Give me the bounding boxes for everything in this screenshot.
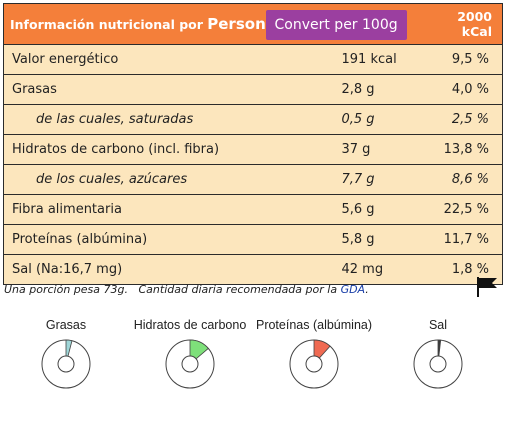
nutrient-row: Proteínas (albúmina) 5,8 g 11,7 % — [3, 224, 503, 255]
pie-svg — [413, 339, 463, 389]
nutrient-name: Fibra alimentaria — [3, 194, 334, 225]
portion-note: Una porción pesa 73g. — [4, 283, 128, 296]
pie-hole — [57, 355, 75, 373]
pie-hole — [181, 355, 199, 373]
flag-icon[interactable] — [476, 276, 500, 303]
pie-label: Sal — [428, 318, 448, 332]
nutrient-row: Fibra alimentaria 5,6 g 22,5 % — [3, 194, 503, 225]
nutrition-table: Información nutricional por Person Conve… — [3, 3, 503, 285]
nutrient-name: Sal (Na:16,7 mg) — [3, 254, 334, 285]
pie-hole — [305, 355, 323, 373]
pie-label: Grasas — [45, 318, 87, 332]
pie-chart: Grasas — [6, 318, 126, 390]
nutrient-percent: 9,5 % — [432, 44, 503, 75]
nutrient-amount: 7,7 g — [333, 164, 433, 195]
nutrient-row: Hidratos de carbono (incl. fibra) 37 g 13,… — [3, 134, 503, 165]
footnote-suffix: . — [365, 283, 369, 296]
nutrient-pie-charts: Grasas Hidratos de carbono Proteínas (albú… — [0, 318, 507, 418]
nutrient-percent: 8,6 % — [432, 164, 503, 195]
title-unit: Person — [207, 15, 266, 33]
nutrient-name: Hidratos de carbono (incl. fibra) — [3, 134, 334, 165]
pie-chart: Sal — [378, 318, 498, 390]
nutrient-row: Sal (Na:16,7 mg) 42 mg 1,8 % — [3, 254, 503, 285]
nutrient-amount: 191 kcal — [333, 44, 433, 75]
title-prefix: Información nutricional por — [10, 17, 208, 32]
nutrient-amount: 5,6 g — [333, 194, 433, 225]
nutrient-name: Proteínas (albúmina) — [3, 224, 334, 255]
nutrient-percent: 2,5 % — [432, 104, 503, 135]
nutrient-amount: 42 mg — [333, 254, 433, 285]
nutrient-amount: 37 g — [333, 134, 433, 165]
nutrient-name: de las cuales, saturadas — [3, 104, 334, 135]
footnote: Una porción pesa 73g. Cantidad diaria re… — [4, 283, 369, 296]
convert-per-100g-button[interactable]: Convert per 100g — [265, 10, 407, 40]
pie-label: Proteínas (albúmina) — [255, 318, 373, 332]
pie-hole — [429, 355, 447, 373]
nutrient-percent: 13,8 % — [432, 134, 503, 165]
pie-label: Hidratos de carbono — [133, 318, 247, 332]
convert-cell: Convert per 100g — [265, 3, 433, 45]
pie-chart: Proteínas (albúmina) — [254, 318, 374, 390]
nutrient-name: Grasas — [3, 74, 334, 105]
nutrient-percent: 4,0 % — [432, 74, 503, 105]
nutrition-header: Información nutricional por Person Conve… — [3, 3, 503, 45]
nutrient-amount: 0,5 g — [333, 104, 433, 135]
nutrient-name: de los cuales, azúcares — [3, 164, 334, 195]
nutrient-amount: 5,8 g — [333, 224, 433, 255]
nutrient-percent: 11,7 % — [432, 224, 503, 255]
nutrient-row: Grasas 2,8 g 4,0 % — [3, 74, 503, 105]
nutrient-name: Valor energético — [3, 44, 334, 75]
nutrient-row: de los cuales, azúcares 7,7 g 8,6 % — [3, 164, 503, 195]
nutrient-percent: 22,5 % — [432, 194, 503, 225]
nutrient-row: Valor energético 191 kcal 9,5 % — [3, 44, 503, 75]
pie-svg — [289, 339, 339, 389]
pie-svg — [165, 339, 215, 389]
gda-link[interactable]: GDA — [340, 283, 366, 296]
nutrient-row: de las cuales, saturadas 0,5 g 2,5 % — [3, 104, 503, 135]
pie-svg — [41, 339, 91, 389]
pie-chart: Hidratos de carbono — [130, 318, 250, 390]
nutrient-amount: 2,8 g — [333, 74, 433, 105]
daily-note: Cantidad diaria recomendada por la — [138, 283, 341, 296]
reference-kcal: 2000 kCal — [432, 3, 503, 45]
